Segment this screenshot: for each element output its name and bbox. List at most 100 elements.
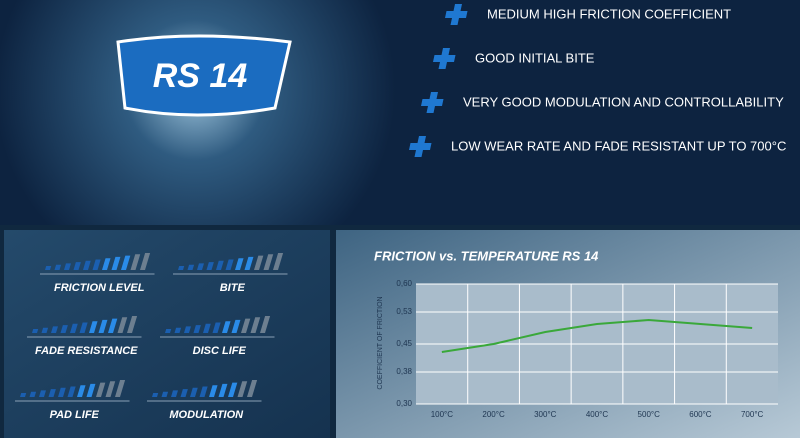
rating-segment — [86, 383, 96, 397]
rating-segment — [121, 255, 131, 270]
plus-icon — [409, 136, 432, 157]
y-axis-label: COEFFICIENT OF FRICTION — [377, 296, 384, 389]
rating-segment-empty — [130, 254, 141, 270]
rating-segment-empty — [260, 316, 271, 333]
rating-segment — [89, 321, 98, 333]
rating-segment-empty — [254, 255, 264, 270]
rating-segment — [222, 321, 231, 333]
top-background — [0, 0, 800, 225]
rating-segment — [64, 263, 71, 270]
rating-segment — [41, 327, 49, 333]
rating-segment — [209, 385, 218, 397]
rating-segment — [32, 329, 39, 333]
rating-segment — [67, 386, 76, 397]
ratings-panel — [4, 230, 330, 438]
rating-segment — [184, 326, 191, 333]
rating-segment — [60, 325, 68, 333]
rating-segment-empty — [115, 380, 126, 397]
rating-segment — [174, 327, 182, 333]
rating-segment — [228, 382, 238, 397]
rating-segment — [54, 264, 62, 270]
rating-segment — [108, 318, 118, 333]
feature-text: MEDIUM HIGH FRICTION COEFFICIENT — [487, 6, 731, 21]
rating-segment-empty — [241, 318, 251, 333]
x-tick-label: 600°C — [689, 410, 712, 419]
rating-segment — [39, 390, 46, 397]
rating-segment — [171, 390, 178, 397]
ratings: FRICTION LEVEL BITE FADE RESISTANCE DISC LI… — [15, 253, 288, 421]
rating-segment — [212, 322, 221, 333]
rating-segment — [203, 323, 211, 333]
x-tick-label: 200°C — [482, 410, 505, 419]
feature-text: VERY GOOD MODULATION AND CONTROLLABILITY — [463, 94, 784, 109]
rating-segment — [48, 389, 56, 397]
rating-segment — [165, 329, 172, 333]
rating-segment-empty — [105, 381, 116, 397]
rating-segment — [216, 260, 224, 270]
plus-icon — [433, 48, 456, 69]
rating-segment — [225, 259, 234, 270]
rating-label: MODULATION — [169, 409, 244, 421]
rating-label: FADE RESISTANCE — [35, 345, 138, 357]
feature-text: GOOD INITIAL BITE — [475, 50, 595, 65]
rating-segment — [235, 258, 244, 270]
x-tick-label: 500°C — [638, 410, 661, 419]
rating-segment — [178, 266, 185, 270]
rating-segment — [218, 383, 228, 397]
rating-segment-empty — [237, 381, 248, 397]
rating-segment — [102, 258, 111, 270]
rating-segment — [187, 264, 195, 270]
rating-segment-empty — [140, 253, 151, 270]
rating-segment — [51, 326, 58, 333]
rating-segment — [199, 386, 208, 397]
rating-segment — [98, 319, 108, 333]
x-tick-label: 400°C — [586, 410, 609, 419]
x-tick-label: 100°C — [431, 410, 454, 419]
logo-text: RS 14 — [153, 57, 248, 95]
x-tick-label: 700°C — [741, 410, 764, 419]
rating-segment-empty — [117, 317, 128, 333]
plus-icon — [421, 92, 444, 113]
rating-segment — [111, 256, 121, 270]
chart-title: FRICTION vs. TEMPERATURE RS 14 — [374, 248, 599, 263]
rating-segment — [190, 387, 198, 397]
rating-segment — [161, 391, 169, 397]
rating-label: DISC LIFE — [193, 345, 247, 357]
chart: 0,30 0,38 0,45 0,53 0,60 100°C 200°C 300°C 400°C… — [396, 279, 778, 419]
rating-segment — [58, 387, 66, 397]
rating-segment-empty — [263, 254, 274, 270]
rating-segment-empty — [96, 382, 106, 397]
rating-segment — [193, 325, 201, 333]
rating-segment — [73, 262, 81, 270]
rating-segment — [244, 256, 254, 270]
rating-segment-empty — [273, 253, 284, 270]
rating-label: BITE — [220, 282, 246, 294]
feature-text: LOW WEAR RATE AND FADE RESISTANT UP TO 7… — [451, 138, 786, 153]
data-line — [441, 318, 753, 353]
logo-badge — [116, 34, 292, 117]
y-tick-label: 0,30 — [396, 399, 412, 408]
rating-segment — [83, 260, 91, 270]
rating-segment — [92, 259, 101, 270]
y-tick-label: 0,60 — [396, 279, 412, 288]
rating-segment — [197, 263, 204, 270]
rating-label: PAD LIFE — [50, 409, 100, 421]
plus-icon — [445, 4, 468, 25]
y-tick-label: 0,45 — [396, 339, 412, 348]
rating-segment-empty — [247, 380, 258, 397]
rating-segment — [20, 393, 27, 397]
rating-segment-empty — [250, 317, 261, 333]
x-tick-label: 300°C — [534, 410, 557, 419]
y-tick-label: 0,53 — [396, 307, 412, 316]
rating-segment — [152, 393, 159, 397]
rating-segment — [231, 319, 241, 333]
rating-label: FRICTION LEVEL — [54, 282, 145, 294]
rating-segment — [79, 322, 88, 333]
features: MEDIUM HIGH FRICTION COEFFICIENT GOOD INI… — [409, 4, 786, 157]
rating-segment — [70, 323, 78, 333]
rating-segment-empty — [127, 316, 138, 333]
rating-segment — [77, 385, 86, 397]
y-tick-label: 0,38 — [396, 367, 412, 376]
rating-segment — [180, 389, 188, 397]
